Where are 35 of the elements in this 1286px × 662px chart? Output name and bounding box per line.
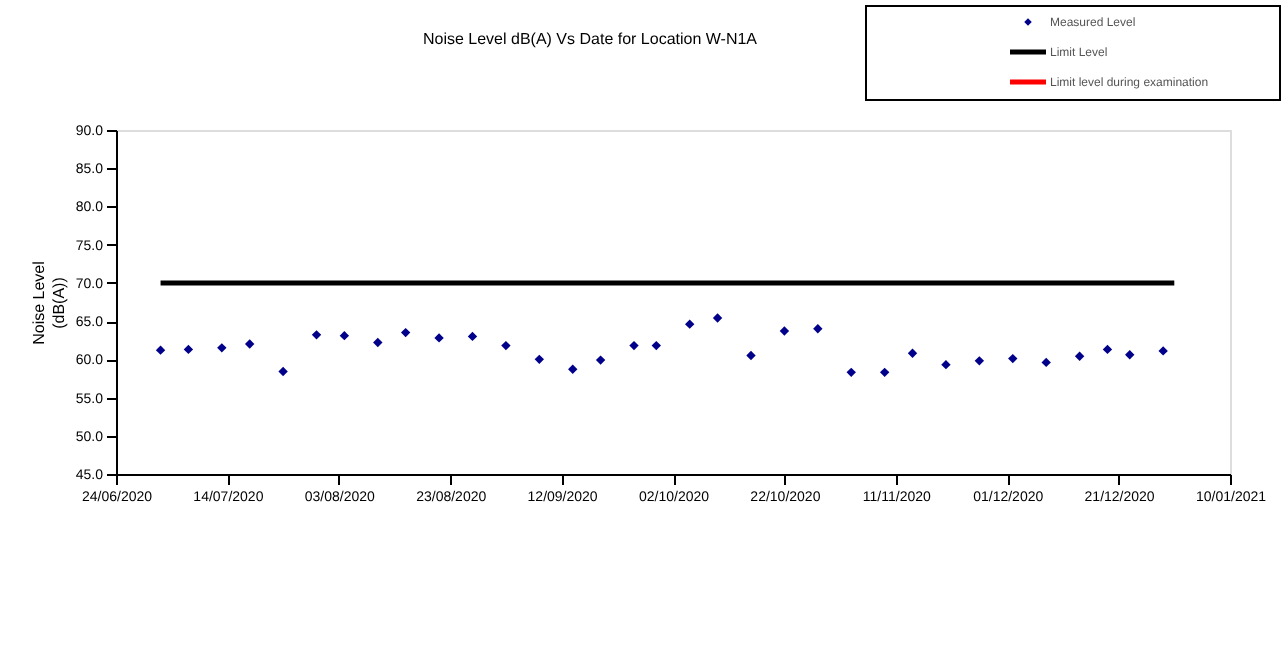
point — [311, 330, 322, 340]
point — [467, 331, 478, 342]
point — [1074, 351, 1085, 361]
point — [434, 333, 444, 343]
point — [746, 350, 756, 361]
point — [244, 339, 255, 349]
point — [629, 340, 639, 351]
point — [1158, 346, 1168, 356]
point — [1041, 357, 1051, 368]
chart-title: Noise Level dB(A) Vs Date for Location W-N1A — [422, 30, 759, 48]
point — [846, 367, 856, 378]
point — [278, 366, 288, 377]
point — [941, 359, 951, 370]
point — [1125, 350, 1135, 360]
point — [534, 354, 545, 365]
point — [974, 356, 985, 366]
point — [879, 367, 890, 378]
point — [155, 345, 166, 355]
point — [779, 326, 790, 336]
point — [400, 327, 411, 338]
point — [712, 313, 723, 323]
point — [651, 340, 661, 351]
point — [595, 355, 606, 365]
point — [339, 330, 350, 341]
point — [183, 344, 194, 355]
point — [373, 337, 383, 348]
y-axis-title: Noise Level (dB(A)) — [29, 260, 68, 345]
point — [217, 343, 227, 353]
point — [685, 319, 695, 329]
point — [568, 364, 578, 374]
point — [813, 324, 823, 334]
point — [1102, 344, 1113, 355]
point — [907, 348, 918, 358]
point — [1008, 353, 1018, 364]
point — [501, 340, 511, 351]
